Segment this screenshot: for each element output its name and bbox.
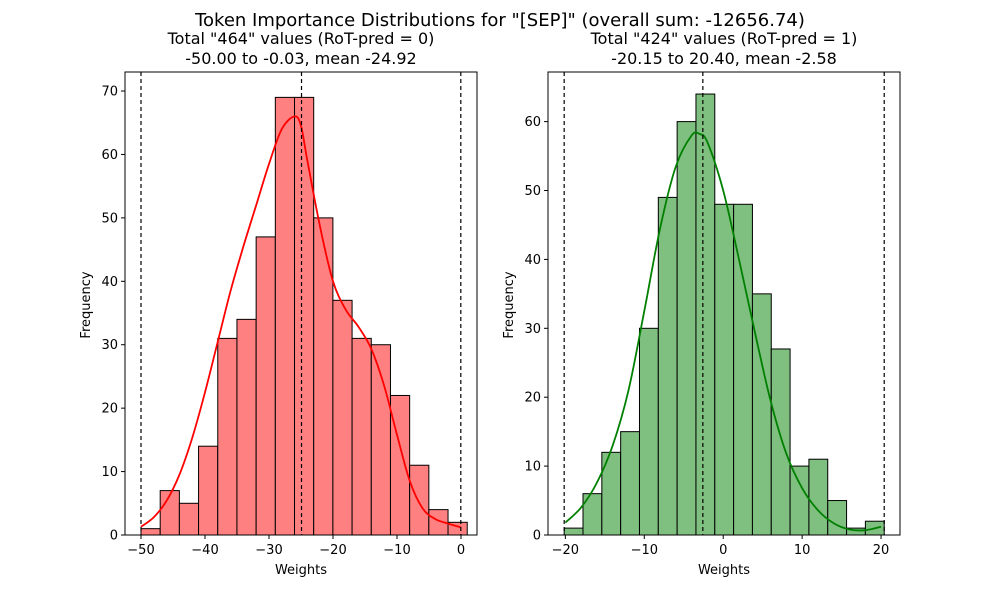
y-tick-label: 20 xyxy=(524,391,541,406)
x-tick-label: 0 xyxy=(457,543,465,558)
y-tick-label: 50 xyxy=(101,211,118,226)
histogram-bar xyxy=(676,121,697,536)
histogram-bar xyxy=(159,490,180,536)
histogram-bar xyxy=(274,96,296,536)
histogram-bar xyxy=(695,93,716,536)
x-tick-label: −20 xyxy=(319,543,346,558)
y-axis-ticks: 0 10 20 30 40 50 60 70 xyxy=(101,85,125,544)
histogram-bar xyxy=(332,299,353,536)
kde-curve xyxy=(140,115,462,529)
x-tick-label: −50 xyxy=(127,543,154,558)
x-axis-ticks: −20 −10 0 10 20 xyxy=(552,535,890,558)
y-tick-label: 30 xyxy=(524,322,541,337)
reference-lines xyxy=(563,72,885,535)
histogram-bar xyxy=(178,502,200,536)
reference-lines xyxy=(140,72,462,535)
histogram-bar xyxy=(140,528,161,536)
panel-title-line1: Total "464" values (RoT-pred = 0) xyxy=(167,29,435,48)
y-tick-label: 60 xyxy=(101,148,118,163)
x-tick-label: 10 xyxy=(794,543,811,558)
histogram-panel-right: Total "424" values (RoT-pred = 1) -20.15… xyxy=(502,29,901,578)
x-axis-label: Weights xyxy=(698,563,750,578)
y-axis-label: Frequency xyxy=(502,271,517,338)
x-axis-ticks: −50 −40 −30 −20 −10 0 xyxy=(127,535,465,558)
y-axis-label: Frequency xyxy=(79,271,94,338)
histogram-panel-left: Total "464" values (RoT-pred = 0) -50.00… xyxy=(79,29,478,578)
y-tick-label: 50 xyxy=(524,184,541,199)
y-tick-label: 40 xyxy=(524,253,541,268)
histogram-bar xyxy=(409,464,430,536)
panel-title-line1: Total "424" values (RoT-pred = 1) xyxy=(590,29,858,48)
y-tick-label: 40 xyxy=(101,275,118,290)
panel-title-line2: -50.00 to -0.03, mean -24.92 xyxy=(185,49,416,68)
histogram-bar xyxy=(389,394,411,536)
x-tick-label: −10 xyxy=(383,543,410,558)
histogram-bar xyxy=(217,337,238,536)
y-axis-ticks: 0 10 20 30 40 50 60 xyxy=(524,115,548,544)
histogram-bar xyxy=(294,96,315,536)
axes-frame xyxy=(547,71,901,536)
x-tick-label: −20 xyxy=(552,543,579,558)
histogram-bar xyxy=(657,196,678,536)
histogram-bar xyxy=(198,445,219,536)
panel-title-line2: -20.15 to 20.40, mean -2.58 xyxy=(611,49,837,68)
histogram-bar xyxy=(351,337,372,536)
y-tick-label: 10 xyxy=(101,465,118,480)
x-axis-label: Weights xyxy=(275,563,327,578)
x-tick-label: −40 xyxy=(191,543,218,558)
histogram-bar xyxy=(827,500,848,536)
histogram-bar xyxy=(808,458,829,536)
y-tick-label: 70 xyxy=(101,85,118,100)
x-tick-label: −10 xyxy=(631,543,658,558)
y-tick-label: 0 xyxy=(110,529,118,544)
histogram-bar xyxy=(620,431,640,536)
histogram-bar xyxy=(789,465,810,536)
y-tick-label: 20 xyxy=(101,402,118,417)
x-tick-label: 0 xyxy=(719,543,727,558)
figure-suptitle: Token Importance Distributions for "[SEP… xyxy=(194,10,805,31)
histogram-bar xyxy=(236,318,257,536)
y-tick-label: 0 xyxy=(533,529,541,544)
histogram-bar xyxy=(313,217,334,536)
histogram-bar xyxy=(563,527,584,536)
histogram-bar xyxy=(733,203,753,536)
kde-curve xyxy=(564,131,882,532)
y-tick-label: 60 xyxy=(524,115,541,130)
axes-frame xyxy=(124,71,478,536)
y-tick-label: 10 xyxy=(524,460,541,475)
histogram-bar xyxy=(770,348,791,536)
x-tick-label: −30 xyxy=(255,543,282,558)
histogram-bar xyxy=(255,236,276,536)
y-tick-label: 30 xyxy=(101,338,118,353)
x-tick-label: 20 xyxy=(873,543,890,558)
histogram-bar xyxy=(714,203,735,536)
histogram-bar xyxy=(638,327,659,536)
